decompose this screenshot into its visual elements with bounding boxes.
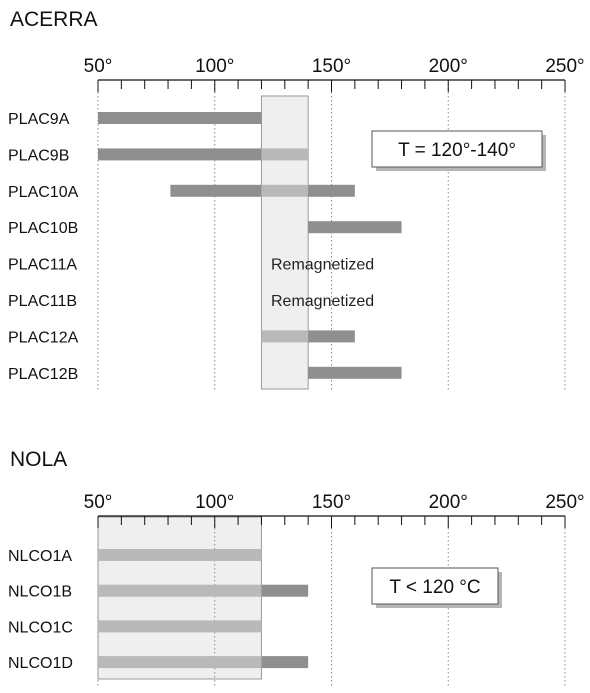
range-bar — [98, 656, 262, 669]
range-bar — [98, 584, 262, 597]
sample-label: PLAC9B — [8, 147, 69, 164]
tick-label: 100° — [195, 492, 234, 513]
range-bar — [170, 184, 262, 197]
range-bar — [98, 148, 262, 161]
range-box — [371, 567, 499, 605]
sample-label: PLAC12A — [8, 329, 79, 346]
temperature-range-label: T = 120°-140° — [398, 140, 516, 161]
temperature-band — [97, 516, 262, 680]
sample-label: NLCO1C — [8, 619, 73, 636]
temperature-range-label: T < 120 °C — [389, 577, 480, 598]
sample-label: PLAC11B — [8, 293, 77, 310]
tick-label: 150° — [312, 492, 351, 513]
temperature-band — [260, 95, 309, 390]
tick-label: 100° — [195, 56, 234, 77]
range-bar — [261, 584, 309, 597]
range-bar — [261, 184, 309, 197]
sample-label: NLCO1B — [8, 584, 72, 601]
range-bar — [98, 112, 262, 124]
tick-label: 200° — [429, 56, 468, 77]
range-bar — [308, 330, 355, 343]
range-bar — [261, 148, 309, 161]
tick-label: 250° — [545, 56, 584, 77]
sample-label: PLAC12B — [8, 366, 78, 383]
sample-label: PLAC10B — [8, 220, 78, 237]
remagnetized-note: Remagnetized — [271, 293, 374, 310]
sample-label: NLCO1A — [8, 548, 72, 565]
range-bar — [308, 221, 402, 234]
sample-label: PLAC11A — [8, 257, 77, 274]
tick-label: 50° — [84, 56, 113, 77]
range-bar — [261, 330, 309, 343]
tick-label: 150° — [312, 56, 351, 77]
sample-label: NLCO1D — [8, 655, 73, 672]
range-bar — [308, 366, 402, 379]
range-box — [371, 130, 543, 168]
sample-label: PLAC9A — [8, 111, 70, 128]
sample-label: PLAC10A — [8, 184, 79, 201]
site-title: NOLA — [10, 448, 67, 471]
range-bar — [98, 549, 262, 561]
site-title: ACERRA — [10, 8, 98, 31]
range-bar — [308, 184, 355, 197]
panel-acerra: 50° 100° 150° 200° 250° ACERRA PLAC9A PLAC9B PLA… — [8, 8, 585, 392]
remagnetized-note: Remagnetized — [271, 257, 374, 274]
tick-label: 50° — [84, 492, 113, 513]
tick-label: 200° — [429, 492, 468, 513]
range-bar — [98, 620, 262, 633]
tick-label: 250° — [545, 492, 584, 513]
range-bar — [261, 656, 309, 669]
panel-nola: 50° 100° 150° 200° 250° NOLA NLCO1A NLCO1B NLCO1… — [8, 448, 585, 688]
